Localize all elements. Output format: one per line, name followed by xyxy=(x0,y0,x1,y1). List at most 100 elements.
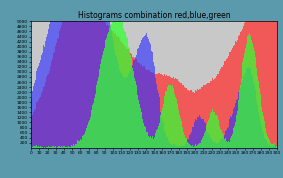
Bar xyxy=(168,76,169,148)
Bar xyxy=(257,0,258,148)
Bar xyxy=(277,145,278,148)
Bar xyxy=(243,76,244,148)
Bar xyxy=(276,0,277,148)
Bar xyxy=(258,112,259,148)
Bar xyxy=(51,61,52,148)
Bar xyxy=(171,78,172,148)
Bar xyxy=(156,84,157,148)
Bar xyxy=(156,74,157,148)
Bar xyxy=(137,51,138,148)
Bar xyxy=(134,78,135,148)
Bar xyxy=(83,135,84,148)
Bar xyxy=(249,33,250,148)
Bar xyxy=(111,24,112,148)
Bar xyxy=(137,89,138,148)
Bar xyxy=(234,126,235,148)
Bar xyxy=(265,0,266,148)
Bar xyxy=(141,40,142,148)
Bar xyxy=(269,146,270,148)
Bar xyxy=(150,136,151,148)
Bar xyxy=(202,138,203,148)
Bar xyxy=(181,121,182,148)
Bar xyxy=(179,115,180,148)
Bar xyxy=(260,122,261,148)
Bar xyxy=(157,90,158,148)
Bar xyxy=(182,145,183,148)
Bar xyxy=(118,20,119,148)
Bar xyxy=(214,79,215,148)
Bar xyxy=(52,8,53,148)
Bar xyxy=(218,74,219,148)
Bar xyxy=(136,59,137,148)
Bar xyxy=(213,80,214,148)
Bar xyxy=(139,63,140,148)
Bar xyxy=(157,129,158,148)
Bar xyxy=(192,145,193,148)
Bar xyxy=(138,48,139,148)
Bar xyxy=(257,105,258,148)
Bar xyxy=(231,136,232,148)
Bar xyxy=(46,147,47,148)
Bar xyxy=(175,78,176,148)
Bar xyxy=(125,78,126,148)
Bar xyxy=(165,91,166,148)
Bar xyxy=(239,90,240,148)
Bar xyxy=(91,110,92,148)
Bar xyxy=(145,69,146,148)
Bar xyxy=(188,143,189,148)
Bar xyxy=(149,70,150,148)
Bar xyxy=(166,137,167,148)
Bar xyxy=(200,143,201,148)
Bar xyxy=(270,143,271,148)
Bar xyxy=(66,11,67,148)
Bar xyxy=(235,103,236,148)
Bar xyxy=(273,0,274,148)
Bar xyxy=(208,83,209,148)
Bar xyxy=(223,65,224,148)
Bar xyxy=(218,143,219,148)
Bar xyxy=(53,53,54,148)
Bar xyxy=(82,0,83,148)
Bar xyxy=(109,28,110,148)
Bar xyxy=(221,67,222,148)
Bar xyxy=(174,145,175,148)
Bar xyxy=(216,76,217,148)
Bar xyxy=(92,4,93,148)
Bar xyxy=(275,147,276,148)
Bar xyxy=(177,79,178,148)
Bar xyxy=(44,86,45,148)
Bar xyxy=(124,45,125,148)
Bar xyxy=(97,10,98,148)
Bar xyxy=(124,31,125,148)
Bar xyxy=(228,123,229,148)
Bar xyxy=(148,39,149,148)
Bar xyxy=(263,134,264,148)
Bar xyxy=(212,78,213,148)
Bar xyxy=(124,77,125,148)
Bar xyxy=(101,59,102,148)
Bar xyxy=(249,67,250,148)
Bar xyxy=(91,0,92,148)
Bar xyxy=(136,55,137,148)
Bar xyxy=(224,61,225,148)
Bar xyxy=(204,134,205,148)
Bar xyxy=(134,58,135,148)
Bar xyxy=(49,71,50,148)
Bar xyxy=(212,109,213,148)
Bar xyxy=(33,112,34,148)
Bar xyxy=(221,138,222,148)
Bar xyxy=(250,14,251,148)
Bar xyxy=(189,135,190,148)
Bar xyxy=(51,11,52,148)
Bar xyxy=(163,76,164,148)
Bar xyxy=(190,135,191,148)
Bar xyxy=(268,138,269,148)
Bar xyxy=(209,118,210,148)
Bar xyxy=(130,53,131,148)
Bar xyxy=(208,120,209,148)
Bar xyxy=(149,42,150,148)
Bar xyxy=(70,147,71,148)
Bar xyxy=(113,44,114,148)
Bar xyxy=(254,6,255,148)
Bar xyxy=(169,76,170,148)
